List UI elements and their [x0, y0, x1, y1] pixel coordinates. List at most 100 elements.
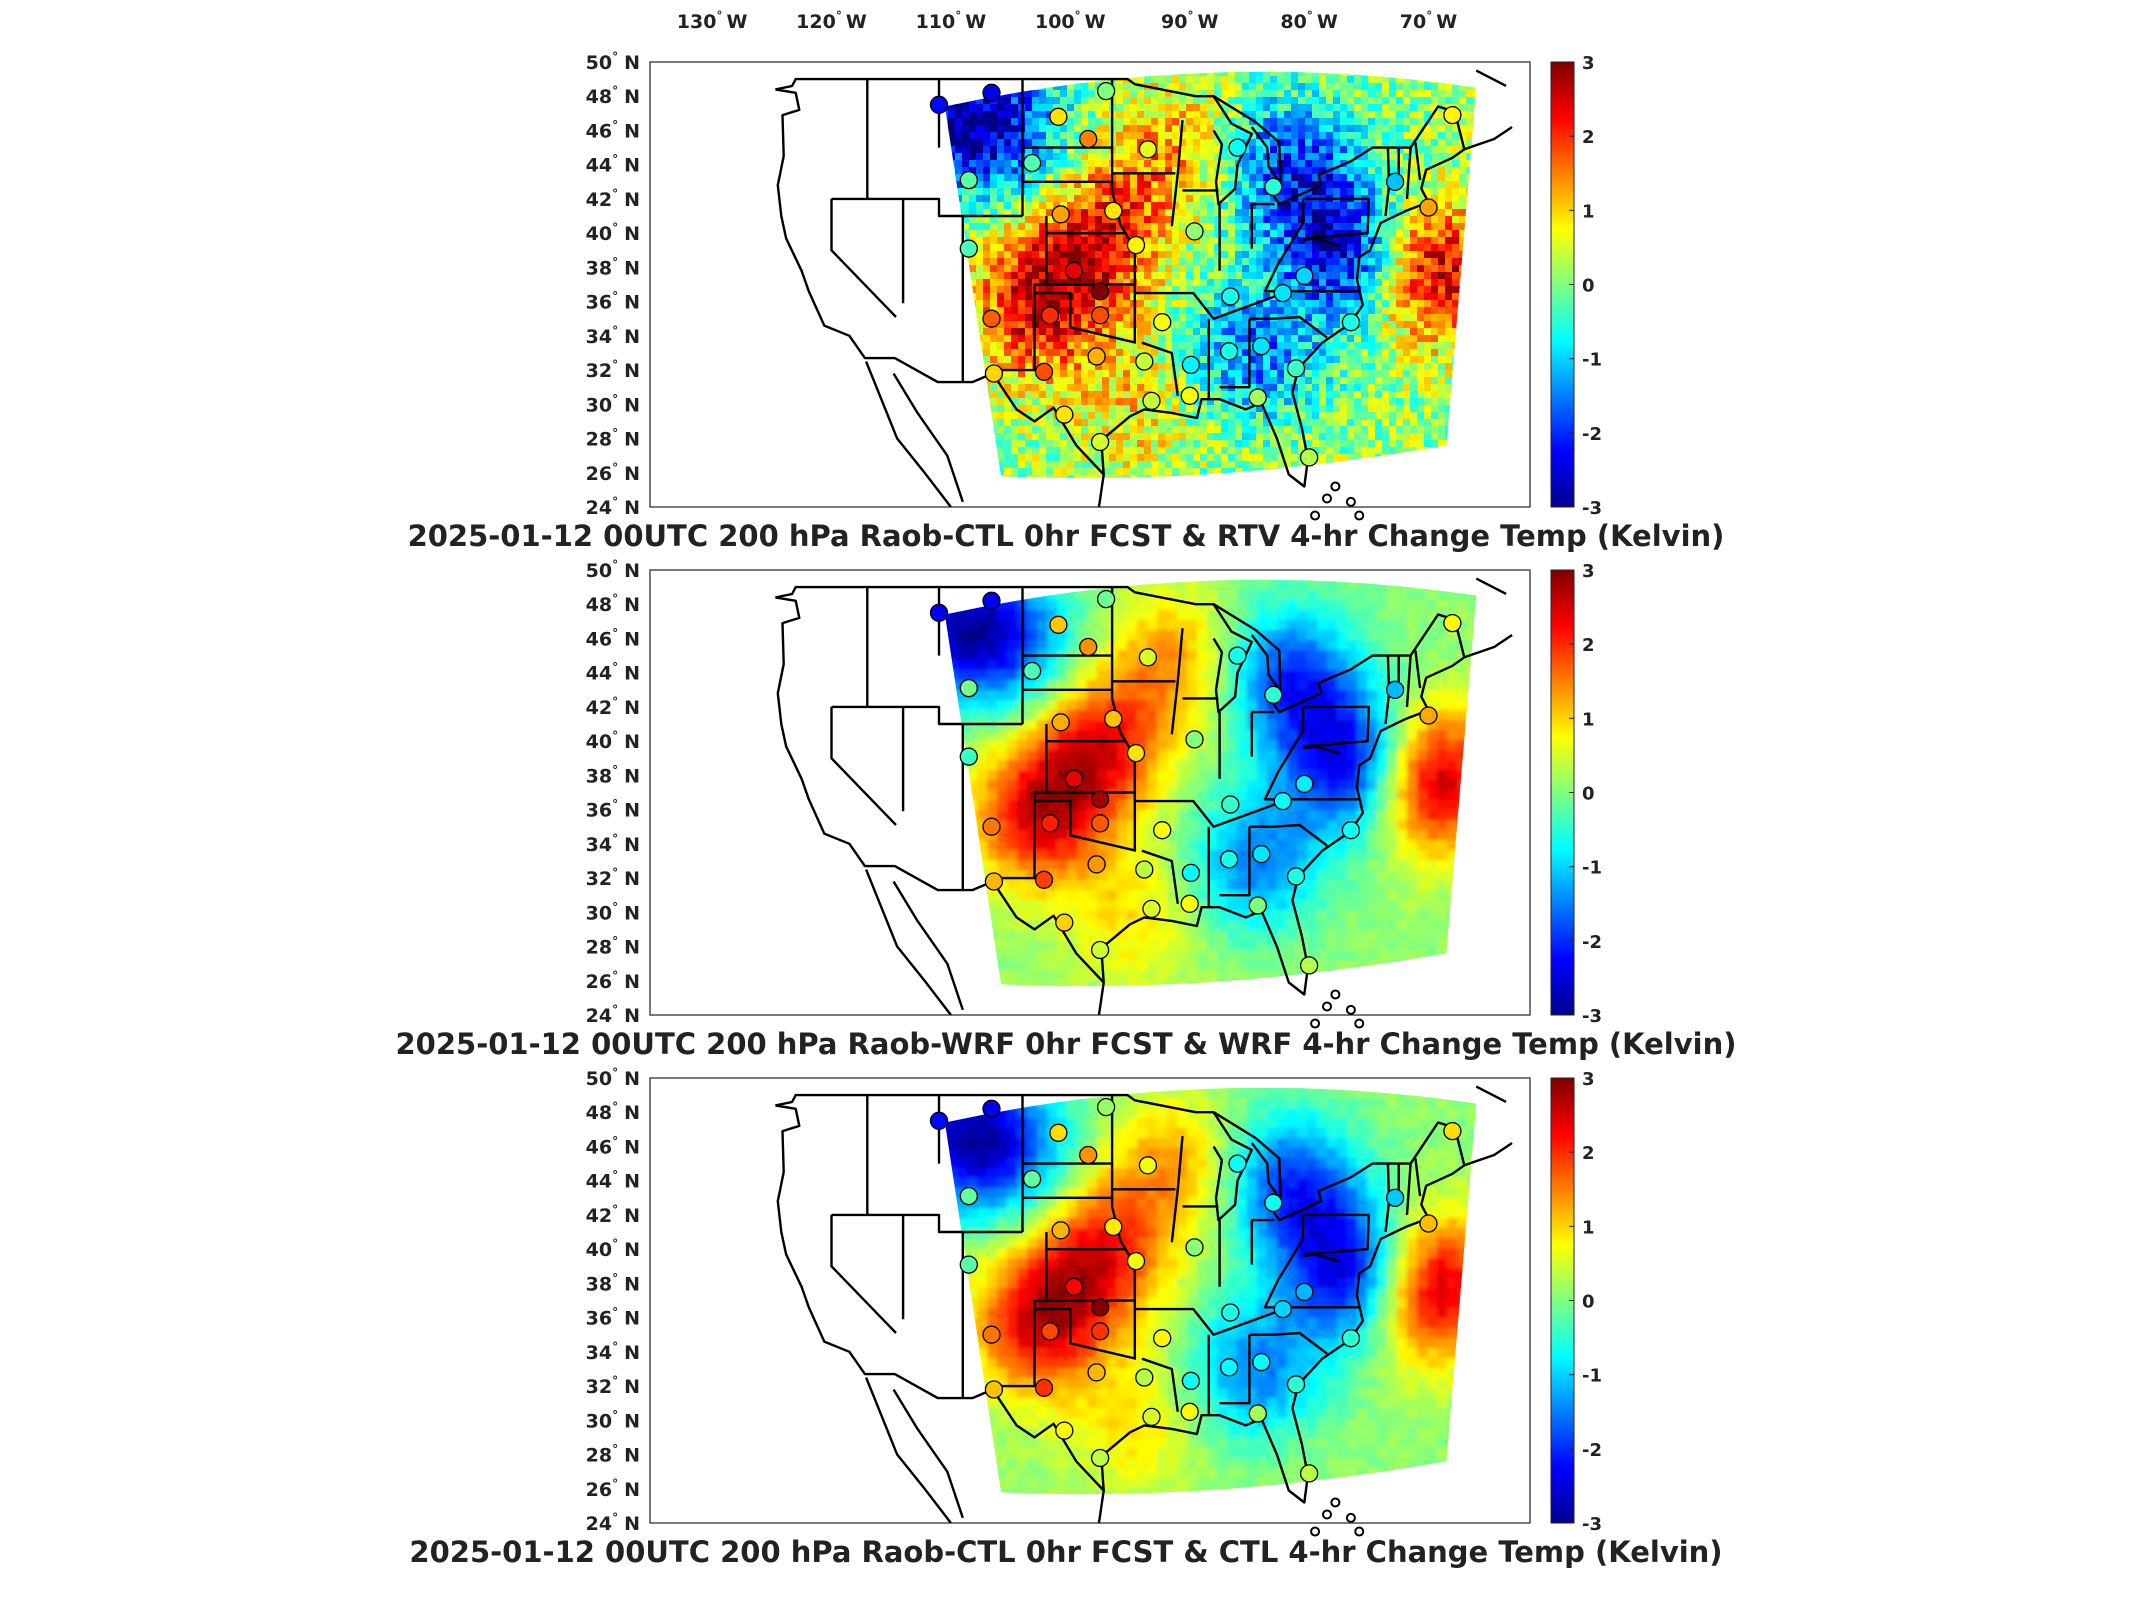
station-marker	[1135, 352, 1154, 371]
boundary-line	[1212, 603, 1253, 714]
colorbar-tick-label: 3	[1582, 53, 1595, 74]
latitude-label: 26° N	[586, 1477, 640, 1501]
latitude-label: 44° N	[586, 1169, 640, 1193]
map-frame	[649, 61, 1531, 508]
colorbar-tick-label: 0	[1582, 784, 1595, 805]
boundary-line	[1134, 290, 1360, 320]
colorbar-tick-label: -3	[1582, 1514, 1602, 1535]
longitude-label: 70° W	[1400, 9, 1457, 33]
gulf-coast-mexico	[892, 372, 964, 503]
latitude-label: 36° N	[586, 798, 640, 822]
station-marker	[1079, 1145, 1098, 1165]
station-marker	[1055, 405, 1074, 424]
station-marker	[984, 364, 1004, 383]
colorbar-tick-label: 3	[1582, 561, 1595, 582]
boundary-line	[1405, 655, 1412, 707]
canada-coast	[1463, 1085, 1513, 1167]
station-marker	[1040, 306, 1060, 325]
station-marker	[1385, 1188, 1405, 1207]
latitude-labels: 50° N 48° N 46° N 44° N 42° N 40° N 38° N 36° N 34° N 32° N…	[586, 50, 640, 519]
latitude-label: 32° N	[586, 358, 640, 382]
station-marker	[959, 239, 978, 258]
station-marker	[1055, 913, 1074, 932]
boundary-line	[1263, 1214, 1305, 1309]
state-boundaries	[775, 577, 1513, 1029]
boundary-line	[1141, 849, 1179, 904]
station-marker	[1443, 1121, 1462, 1141]
station-marker	[1385, 680, 1405, 699]
latitude-label: 36° N	[586, 1306, 640, 1330]
station-marker	[1228, 138, 1247, 157]
colorbar: 3 2 1 0 -1 -2 -3	[1550, 561, 1602, 1027]
station-marker	[1419, 1214, 1438, 1233]
latitude-label: 30° N	[586, 1408, 640, 1432]
station-marker	[1219, 1358, 1239, 1377]
boundary-line	[830, 706, 897, 826]
station-marker	[1090, 306, 1110, 325]
station-marker	[1049, 1123, 1068, 1142]
station-marker	[1299, 448, 1319, 467]
station-marker	[1051, 1221, 1070, 1240]
boundary-line	[1302, 745, 1340, 755]
temperature-change-field	[944, 71, 1477, 479]
mexico-coast	[1097, 474, 1105, 508]
station-marker	[1286, 1375, 1306, 1394]
colorbar-tick-label: 3	[1582, 1069, 1595, 1090]
panels: 50° N 48° N 46° N 44° N 42° N 40° N 38° N 36° N 34° N 32° N…	[395, 50, 1736, 1569]
island-icon	[1354, 510, 1365, 521]
boundary-line	[1134, 1306, 1360, 1336]
station-marker	[982, 1099, 1001, 1118]
station-marker	[1090, 790, 1110, 809]
boundary-line	[1405, 147, 1412, 199]
latitude-label: 32° N	[586, 1374, 640, 1398]
latitude-label: 40° N	[586, 221, 640, 245]
station-marker	[929, 603, 949, 622]
station-marker	[1228, 646, 1247, 665]
colorbar-tick-label: 2	[1582, 1143, 1595, 1164]
station-marker	[1096, 1097, 1116, 1117]
raob-stations	[929, 589, 1462, 975]
station-marker	[1295, 1282, 1314, 1302]
latitude-label: 46° N	[586, 1134, 640, 1158]
latitude-label: 26° N	[586, 461, 640, 485]
colorbar-tick-label: -1	[1582, 1366, 1602, 1387]
station-marker	[1087, 347, 1106, 366]
baja-coast	[865, 1377, 952, 1524]
coastline	[775, 1093, 1466, 1504]
colorbar-tick-label: 2	[1582, 127, 1595, 148]
latitude-label: 50° N	[586, 558, 640, 582]
boundary-line	[1302, 1253, 1340, 1263]
boundary-line	[1170, 120, 1184, 227]
colorbar-tick-label: -3	[1582, 498, 1602, 519]
colorbar-tick-label: -3	[1582, 1006, 1602, 1027]
station-marker	[1273, 791, 1292, 811]
station-marker	[1180, 894, 1199, 913]
station-marker	[1064, 1277, 1084, 1296]
latitude-label: 40° N	[586, 1237, 640, 1261]
baja-coast	[865, 361, 952, 508]
latitude-label: 48° N	[586, 84, 640, 108]
station-marker	[1104, 1217, 1123, 1237]
boundary-line	[1219, 826, 1251, 897]
longitude-label: 100° W	[1035, 9, 1106, 33]
colorbar-tick-label: -2	[1582, 1440, 1602, 1461]
boundary-line	[831, 197, 1023, 218]
boundary-line	[1414, 1158, 1422, 1197]
station-marker	[929, 1111, 949, 1130]
station-marker	[1341, 1329, 1361, 1348]
colorbar-tick-label: -2	[1582, 932, 1602, 953]
boundary-line	[1250, 634, 1281, 691]
boundary-line	[1405, 1163, 1412, 1215]
boundary-line	[1303, 1213, 1370, 1256]
station-marker	[1090, 940, 1110, 960]
boundary-line	[1170, 1136, 1184, 1243]
boundary-line	[1249, 823, 1328, 847]
boundary-line	[1263, 706, 1305, 801]
station-marker	[929, 95, 949, 114]
station-marker	[1181, 1371, 1201, 1391]
latitude-label: 36° N	[586, 290, 640, 314]
station-marker	[1090, 432, 1110, 452]
colorbar-tick-label: 1	[1582, 1217, 1595, 1238]
longitude-label: 110° W	[916, 9, 987, 33]
